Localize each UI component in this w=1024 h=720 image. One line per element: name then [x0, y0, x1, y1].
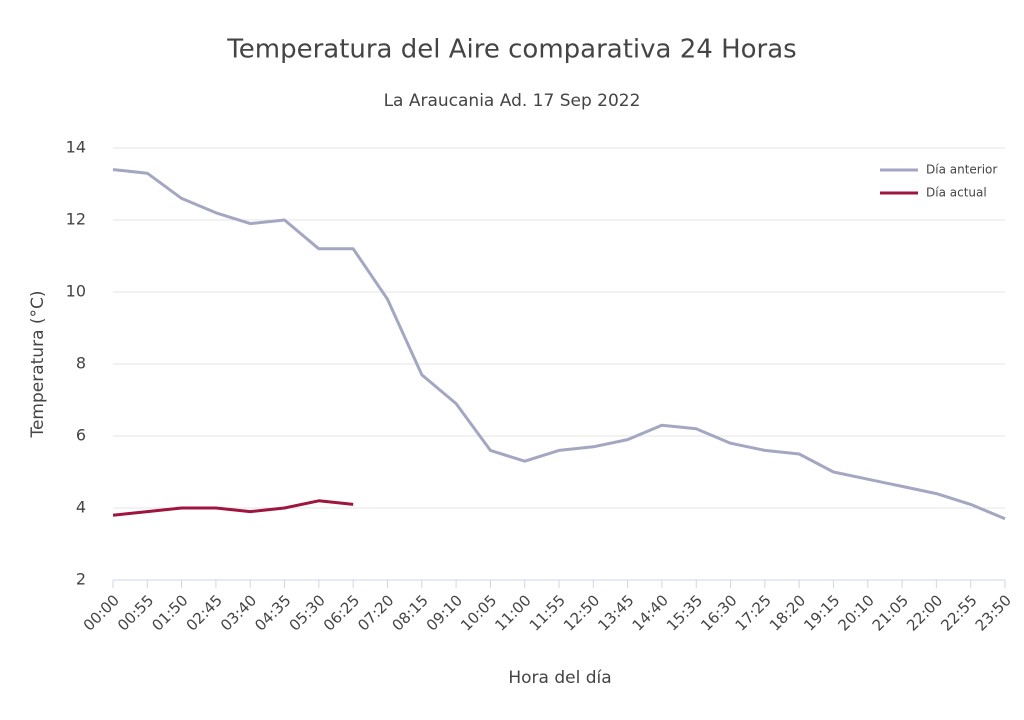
x-tick-label: 04:35	[251, 591, 294, 634]
y-tick-label: 10	[66, 282, 86, 301]
x-tick-label: 06:25	[320, 591, 363, 634]
series-line	[112, 168, 1006, 521]
x-tick-label: 18:20	[766, 591, 809, 634]
x-tick-label: 21:05	[869, 591, 912, 634]
x-tick-label: 02:45	[183, 591, 226, 634]
x-tick-label: 16:30	[697, 591, 740, 634]
x-tick-label: 07:20	[354, 591, 397, 634]
chart-title: Temperatura del Aire comparativa 24 Hora…	[226, 35, 796, 65]
x-tick-label: 10:05	[457, 591, 500, 634]
x-tick-label: 03:40	[217, 591, 260, 634]
x-tick-label: 11:00	[491, 591, 534, 634]
x-tick-label: 00:00	[80, 591, 123, 634]
y-tick-label: 14	[66, 138, 86, 157]
x-tick-label: 20:10	[834, 591, 877, 634]
y-tick-label: 2	[76, 570, 86, 589]
x-tick-label: 11:55	[526, 591, 569, 634]
x-tick-label: 09:10	[423, 591, 466, 634]
legend-label: Día actual	[926, 186, 987, 200]
x-tick-label: 17:25	[732, 591, 775, 634]
chart-subtitle: La Araucania Ad. 17 Sep 2022	[384, 91, 641, 111]
y-tick-label: 8	[76, 354, 86, 373]
x-tick-label: 13:45	[594, 591, 637, 634]
x-tick-label: 08:15	[388, 591, 431, 634]
x-tick-label: 05:30	[286, 591, 329, 634]
y-tick-label: 6	[76, 426, 86, 445]
x-axis-label: Hora del día	[508, 668, 611, 688]
x-tick-label: 23:50	[972, 591, 1015, 634]
x-tick-label: 22:55	[937, 591, 980, 634]
x-tick-label: 14:40	[629, 591, 672, 634]
y-tick-label: 4	[76, 498, 86, 517]
x-tick-label: 15:35	[663, 591, 706, 634]
x-tick-label: 12:50	[560, 591, 603, 634]
series-line	[112, 499, 354, 517]
x-tick-label: 00:55	[114, 591, 157, 634]
x-tick-label: 22:00	[903, 591, 946, 634]
y-axis-label: Temperatura (°C)	[28, 290, 48, 438]
y-tick-label: 12	[66, 210, 86, 229]
x-tick-label: 01:50	[148, 591, 191, 634]
legend-label: Día anterior	[926, 163, 997, 177]
x-tick-label: 19:15	[800, 591, 843, 634]
